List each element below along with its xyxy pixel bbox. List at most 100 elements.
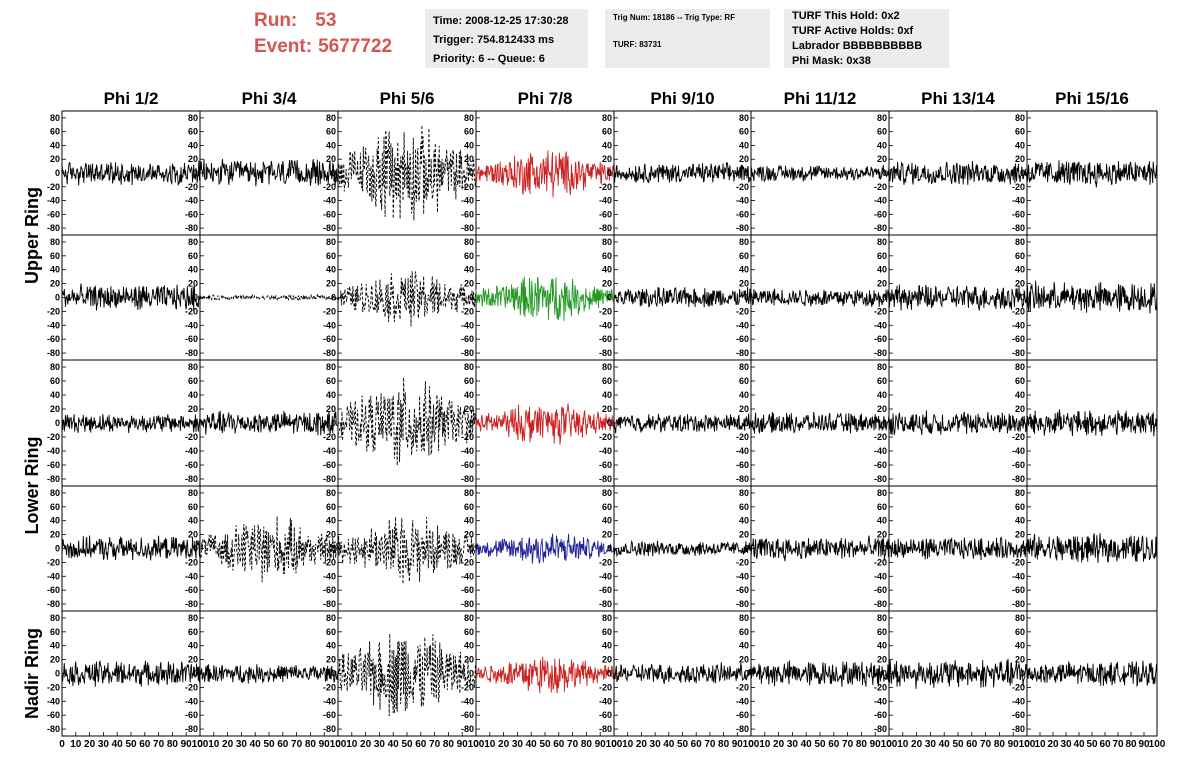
x-tick-label: 80 [856, 739, 868, 750]
y-tick-label: 80 [602, 113, 612, 123]
y-tick-label: 20 [464, 154, 474, 164]
y-tick-label: -80 [461, 348, 474, 358]
y-tick-label: -80 [1012, 223, 1025, 233]
y-tick-label: -60 [1012, 334, 1025, 344]
y-tick-label: -60 [874, 710, 887, 720]
y-tick-label: -60 [736, 585, 749, 595]
y-tick-label: -80 [47, 474, 60, 484]
x-tick-label: 90 [595, 739, 607, 750]
x-tick-label: 40 [1073, 739, 1085, 750]
x-tick-label: 40 [801, 739, 813, 750]
y-tick-label: 40 [50, 641, 60, 651]
y-tick-label: 20 [188, 404, 198, 414]
y-tick-label: -20 [1012, 557, 1025, 567]
y-tick-label: -60 [185, 209, 198, 219]
y-tick-label: 40 [877, 641, 887, 651]
y-tick-label: -40 [599, 446, 612, 456]
x-tick-label: 50 [1086, 739, 1098, 750]
y-tick-label: -40 [874, 320, 887, 330]
y-tick-label: -40 [874, 571, 887, 581]
x-tick-label: 0 [611, 739, 617, 750]
y-tick-label: 80 [326, 362, 336, 372]
y-tick-label: 60 [50, 251, 60, 261]
y-tick-label: -80 [1012, 599, 1025, 609]
x-tick-label: 50 [677, 739, 689, 750]
y-tick-label: -60 [461, 585, 474, 595]
x-tick-label: 50 [952, 739, 964, 750]
waveform-trace [199, 293, 339, 302]
y-tick-label: -80 [323, 223, 336, 233]
y-tick-label: -20 [185, 682, 198, 692]
waveform-trace [475, 403, 615, 445]
waveform-trace [888, 536, 1028, 561]
y-tick-label: 60 [1015, 502, 1025, 512]
y-tick-label: -40 [874, 696, 887, 706]
y-tick-label: 20 [602, 154, 612, 164]
y-tick-label: -80 [1012, 348, 1025, 358]
y-tick-label: 0 [744, 544, 749, 554]
x-tick-label: 30 [236, 739, 248, 750]
x-tick-label: 60 [966, 739, 978, 750]
waveform-trace [1026, 409, 1158, 437]
y-tick-label: 80 [1015, 237, 1025, 247]
y-tick-label: -20 [736, 306, 749, 316]
y-tick-label: 20 [602, 530, 612, 540]
x-tick-label: 40 [526, 739, 538, 750]
y-tick-label: 60 [326, 376, 336, 386]
y-tick-label: 20 [877, 530, 887, 540]
x-tick-label: 60 [415, 739, 427, 750]
y-tick-label: 80 [877, 362, 887, 372]
y-tick-label: 80 [464, 113, 474, 123]
y-tick-label: 0 [193, 669, 198, 679]
y-tick-label: -60 [323, 209, 336, 219]
waveform-trace [337, 377, 477, 466]
y-tick-label: 40 [877, 390, 887, 400]
y-tick-label: 80 [739, 362, 749, 372]
y-tick-label: 0 [55, 293, 60, 303]
x-tick-label: 100 [1149, 739, 1166, 750]
y-tick-label: -20 [736, 432, 749, 442]
y-tick-label: 0 [469, 544, 474, 554]
x-tick-label: 60 [553, 739, 565, 750]
y-tick-label: 20 [188, 530, 198, 540]
ring-label: Nadir Ring [22, 628, 42, 719]
x-tick-label: 20 [360, 739, 372, 750]
y-tick-label: 60 [877, 502, 887, 512]
x-tick-label: 50 [263, 739, 275, 750]
event-row: Event: 5677722 [254, 34, 392, 60]
x-tick-label: 20 [1047, 739, 1059, 750]
y-tick-label: 0 [331, 669, 336, 679]
x-tick-label: 10 [70, 739, 82, 750]
y-tick-label: 40 [188, 140, 198, 150]
panel-frame [199, 234, 339, 361]
y-tick-label: 40 [464, 641, 474, 651]
x-tick-label: 20 [911, 739, 923, 750]
y-tick-label: 60 [326, 251, 336, 261]
y-tick-label: 60 [464, 251, 474, 261]
y-tick-label: -20 [1012, 432, 1025, 442]
event-label: Event: [254, 36, 313, 57]
y-tick-label: 0 [469, 168, 474, 178]
y-tick-label: 80 [188, 237, 198, 247]
y-tick-label: 40 [602, 641, 612, 651]
y-tick-label: -80 [736, 599, 749, 609]
y-tick-label: 80 [326, 113, 336, 123]
y-tick-label: -20 [874, 432, 887, 442]
x-tick-label: 10 [622, 739, 634, 750]
x-tick-label: 30 [374, 739, 386, 750]
y-tick-label: 80 [877, 613, 887, 623]
x-tick-label: 100 [192, 739, 209, 750]
x-tick-label: 20 [222, 739, 234, 750]
x-tick-label: 70 [567, 739, 579, 750]
y-tick-label: 80 [602, 488, 612, 498]
y-tick-label: 60 [877, 251, 887, 261]
x-tick-label: 80 [443, 739, 455, 750]
y-tick-label: -20 [1012, 682, 1025, 692]
y-tick-label: 60 [188, 502, 198, 512]
y-tick-label: -40 [323, 571, 336, 581]
y-tick-label: 60 [326, 502, 336, 512]
y-tick-label: 20 [50, 154, 60, 164]
y-tick-label: 0 [882, 418, 887, 428]
y-tick-label: 0 [469, 293, 474, 303]
y-tick-label: 40 [50, 265, 60, 275]
